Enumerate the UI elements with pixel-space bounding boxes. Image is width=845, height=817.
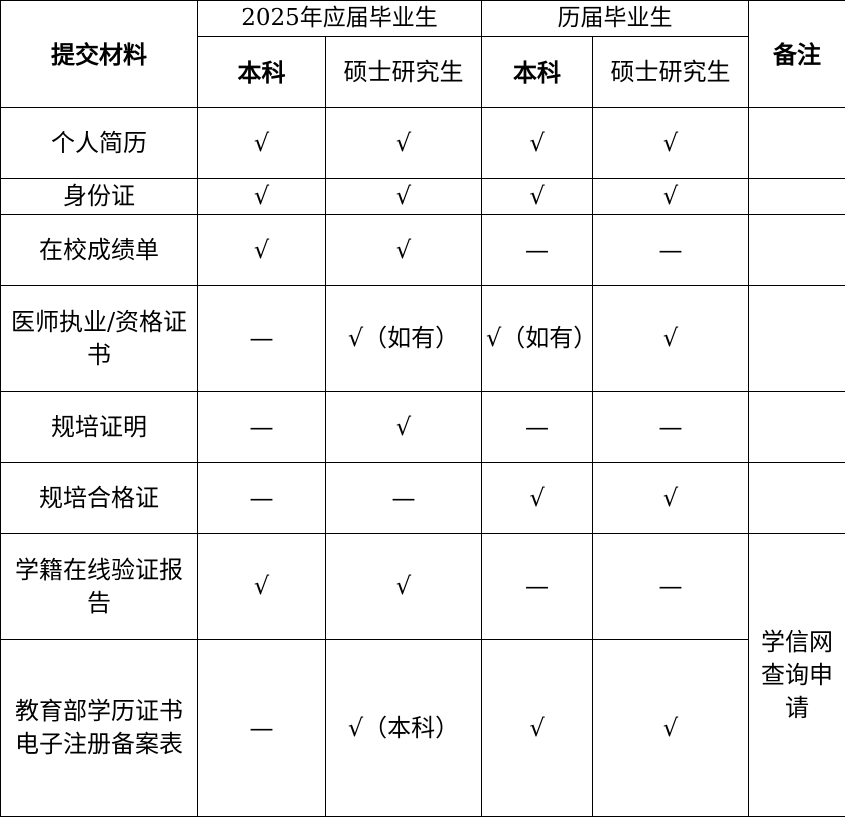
requirement-cell: √: [593, 179, 749, 215]
requirement-cell: —: [198, 463, 326, 534]
table-row: 身份证√√√√: [1, 179, 845, 215]
material-name: 规培合格证: [1, 463, 198, 534]
requirement-cell: √（如有）: [482, 286, 593, 392]
header-group-past: 历届毕业生: [482, 1, 749, 37]
header-sub-column: 本科: [482, 37, 593, 108]
requirement-cell: —: [593, 534, 749, 640]
requirement-cell: √: [326, 179, 482, 215]
requirement-cell: √: [198, 534, 326, 640]
requirement-cell: √: [482, 640, 593, 817]
requirement-cell: —: [593, 215, 749, 286]
requirement-cell: —: [326, 463, 482, 534]
remark-cell: [749, 179, 845, 215]
table-row: 医师执业/资格证书—√（如有）√（如有）√: [1, 286, 845, 392]
remark-cell-xuexin: 学信网查询申请: [749, 534, 845, 817]
requirement-cell: √: [326, 392, 482, 463]
requirement-cell: √: [593, 640, 749, 817]
table-row: 规培证明—√——: [1, 392, 845, 463]
requirement-cell: √: [326, 108, 482, 179]
requirement-cell: —: [593, 392, 749, 463]
requirement-cell: √: [593, 463, 749, 534]
requirement-cell: √: [482, 463, 593, 534]
header-sub-column: 硕士研究生: [326, 37, 482, 108]
table-row: 规培合格证——√√: [1, 463, 845, 534]
requirement-cell: √: [482, 108, 593, 179]
remark-cell: [749, 108, 845, 179]
header-remarks: 备注: [749, 1, 845, 108]
requirement-cell: —: [482, 534, 593, 640]
header-group-2025: 2025年应届毕业生: [198, 1, 482, 37]
requirement-cell: —: [198, 640, 326, 817]
table-row: 个人简历√√√√: [1, 108, 845, 179]
header-sub-column: 本科: [198, 37, 326, 108]
material-name: 在校成绩单: [1, 215, 198, 286]
material-name: 身份证: [1, 179, 198, 215]
material-name: 学籍在线验证报告: [1, 534, 198, 640]
requirement-cell: √: [198, 179, 326, 215]
requirement-cell: √: [593, 286, 749, 392]
remark-cell: [749, 215, 845, 286]
requirement-cell: √: [326, 215, 482, 286]
requirement-cell: √: [326, 534, 482, 640]
header-material: 提交材料: [1, 1, 198, 108]
remark-cell: [749, 463, 845, 534]
material-name: 教育部学历证书电子注册备案表: [1, 640, 198, 817]
material-name: 规培证明: [1, 392, 198, 463]
table-row: 学籍在线验证报告√√——学信网查询申请: [1, 534, 845, 640]
requirement-cell: —: [482, 215, 593, 286]
table-row: 在校成绩单√√——: [1, 215, 845, 286]
requirement-cell: √: [593, 108, 749, 179]
requirement-cell: √: [482, 179, 593, 215]
requirement-cell: √: [198, 215, 326, 286]
requirement-cell: √: [198, 108, 326, 179]
header-sub-column: 硕士研究生: [593, 37, 749, 108]
material-name: 个人简历: [1, 108, 198, 179]
requirement-cell: —: [482, 392, 593, 463]
requirement-cell: √（本科）: [326, 640, 482, 817]
remark-cell: [749, 392, 845, 463]
remark-cell: [749, 286, 845, 392]
requirement-cell: √（如有）: [326, 286, 482, 392]
requirement-cell: —: [198, 392, 326, 463]
table-row: 教育部学历证书电子注册备案表—√（本科）√√: [1, 640, 845, 817]
material-name: 医师执业/资格证书: [1, 286, 198, 392]
requirement-cell: —: [198, 286, 326, 392]
